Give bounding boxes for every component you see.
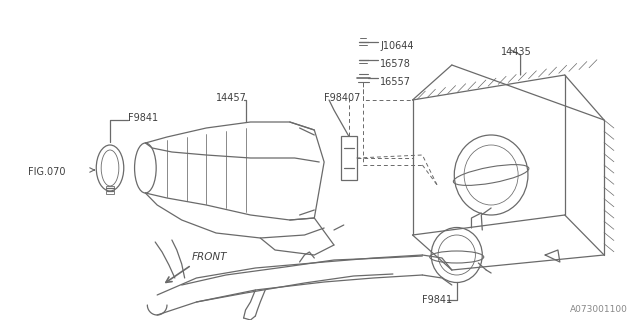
Bar <box>106 186 114 194</box>
Text: 16557: 16557 <box>380 77 411 87</box>
Text: 16578: 16578 <box>380 59 411 69</box>
Text: 14435: 14435 <box>501 47 532 57</box>
Text: FRONT: FRONT <box>191 252 227 262</box>
Text: F98407: F98407 <box>324 93 360 103</box>
Text: A073001100: A073001100 <box>570 306 628 315</box>
Text: F9841: F9841 <box>422 295 452 305</box>
Text: FIG.070: FIG.070 <box>28 167 65 177</box>
Text: F9841: F9841 <box>128 113 158 123</box>
Bar <box>341 136 356 180</box>
Text: 14457: 14457 <box>216 93 247 103</box>
Text: J10644: J10644 <box>380 41 413 51</box>
